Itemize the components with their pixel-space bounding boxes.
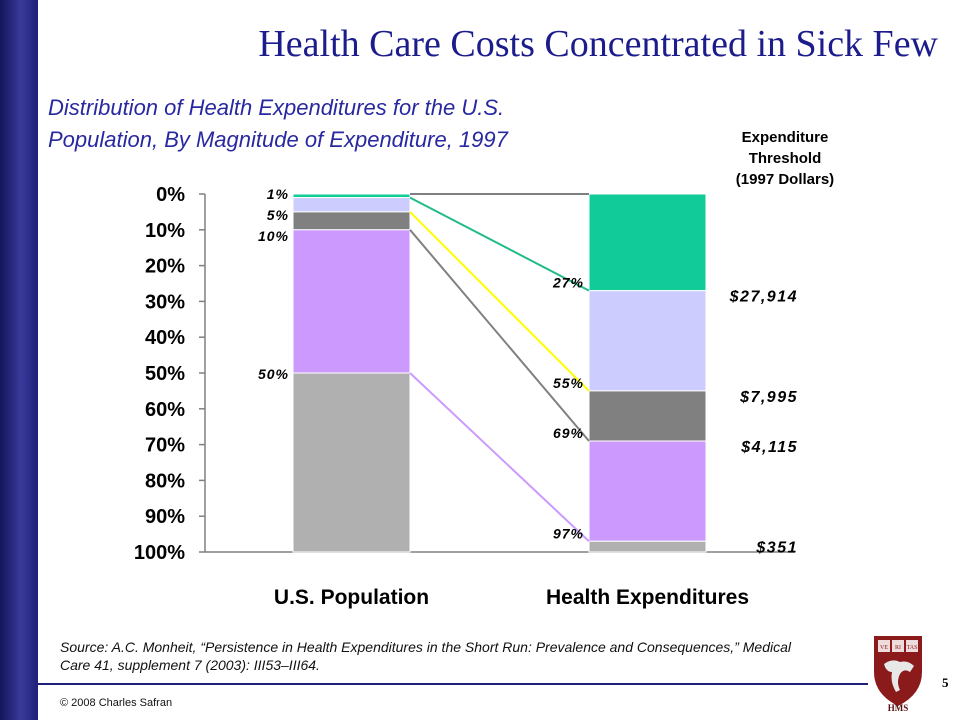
population-percent-label: 50%	[258, 366, 289, 382]
expenditure-percent-label: 97%	[553, 525, 584, 541]
threshold-dollar-label: $4,115	[740, 439, 798, 456]
population-percent-label: 5%	[267, 207, 289, 223]
y-tick-label: 40%	[145, 327, 185, 349]
y-tick-label: 60%	[145, 399, 185, 421]
population-percent-label: 10%	[258, 228, 289, 244]
bar-segment	[588, 440, 707, 542]
x-category-label: U.S. Population	[274, 586, 429, 609]
hms-shield-logo: VE RI TAS HMS	[874, 636, 922, 712]
slide-title: Health Care Costs Concentrated in Sick F…	[258, 23, 938, 65]
logo-text: HMS	[888, 703, 909, 712]
expenditure-percent-label: 69%	[553, 425, 584, 441]
y-tick-label: 10%	[145, 220, 185, 242]
y-tick-label: 0%	[156, 184, 185, 206]
expenditure-percent-label: 27%	[552, 275, 584, 291]
y-tick-label: 20%	[145, 256, 185, 278]
expenditure-percent-label: 55%	[553, 375, 584, 391]
y-tick-label: 30%	[145, 291, 185, 313]
y-tick-label: 100%	[134, 542, 185, 564]
threshold-header: Expenditure Threshold (1997 Dollars)	[700, 127, 870, 190]
bar-segment	[292, 197, 411, 213]
connector-line	[409, 196, 590, 292]
chart-subtitle-line-1: Distribution of Health Expenditures for …	[48, 95, 505, 120]
bar-segment	[292, 372, 411, 553]
copyright-notice: © 2008 Charles Safran	[60, 697, 173, 709]
bar-segment	[588, 540, 707, 553]
x-category-label: Health Expenditures	[546, 586, 749, 609]
threshold-dollar-label: $351	[755, 539, 798, 556]
footer-divider	[38, 683, 868, 685]
threshold-dollar-label: $7,995	[739, 389, 798, 406]
chart-subtitle-line-2: Population, By Magnitude of Expenditure,…	[48, 127, 508, 152]
page-number: 5	[942, 675, 949, 690]
y-tick-label: 50%	[145, 363, 185, 385]
logo-shield-text-3: TAS	[907, 645, 918, 651]
side-accent-bar	[0, 0, 38, 720]
threshold-dollar-label: $27,914	[729, 289, 798, 306]
threshold-header-line-1: Expenditure	[741, 129, 829, 146]
bar-segment	[588, 390, 707, 442]
logo-shield-text-2: RI	[895, 645, 901, 651]
logo-shield-text-1: VE	[880, 645, 888, 651]
connector-line	[409, 229, 590, 442]
y-tick-label: 70%	[145, 435, 185, 457]
y-tick-label: 80%	[145, 470, 185, 492]
y-tick-label: 90%	[145, 506, 185, 528]
connector-line	[409, 372, 590, 542]
bar-segment	[292, 229, 411, 374]
source-citation: Source: A.C. Monheit, “Persistence in He…	[60, 639, 791, 673]
bar-segment	[292, 193, 411, 199]
bar-segment	[588, 290, 707, 392]
bar-segment	[292, 211, 411, 231]
threshold-header-line-3: (1997 Dollars)	[735, 171, 835, 188]
population-percent-label: 1%	[267, 186, 289, 202]
bar-segment	[588, 193, 707, 292]
connector-line	[409, 211, 590, 392]
threshold-header-line-2: Threshold	[748, 150, 822, 167]
